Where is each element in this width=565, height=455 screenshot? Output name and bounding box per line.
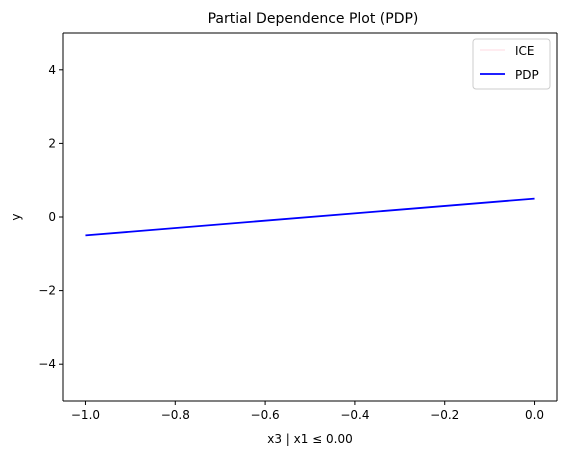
y-tick-label: 2 xyxy=(48,136,56,150)
y-axis-label: y xyxy=(9,213,23,220)
x-tick-label: 0.0 xyxy=(525,408,544,422)
y-tick-label: −4 xyxy=(38,357,56,371)
series-line-pdp xyxy=(85,197,535,237)
series-layer xyxy=(85,197,535,237)
legend: ICE PDP xyxy=(472,38,551,90)
x-tick-label: −0.4 xyxy=(340,408,369,422)
y-tick-label: 4 xyxy=(48,63,56,77)
x-axis-label: x3 | x1 ≤ 0.00 xyxy=(267,432,353,446)
y-tick-label: −2 xyxy=(38,284,56,298)
y-axis: −4 −2 0 2 4 xyxy=(38,63,63,371)
x-tick-label: −1.0 xyxy=(71,408,100,422)
y-tick-label: 0 xyxy=(48,210,56,224)
legend-label-pdp: PDP xyxy=(515,68,539,82)
legend-label-ice: ICE xyxy=(515,44,535,58)
x-axis: −1.0 −0.8 −0.6 −0.4 −0.2 0.0 xyxy=(71,401,544,422)
chart-title: Partial Dependence Plot (PDP) xyxy=(208,11,419,27)
x-tick-label: −0.6 xyxy=(251,408,280,422)
x-tick-label: −0.8 xyxy=(161,408,190,422)
x-tick-label: −0.2 xyxy=(430,408,459,422)
legend-box xyxy=(472,38,551,90)
